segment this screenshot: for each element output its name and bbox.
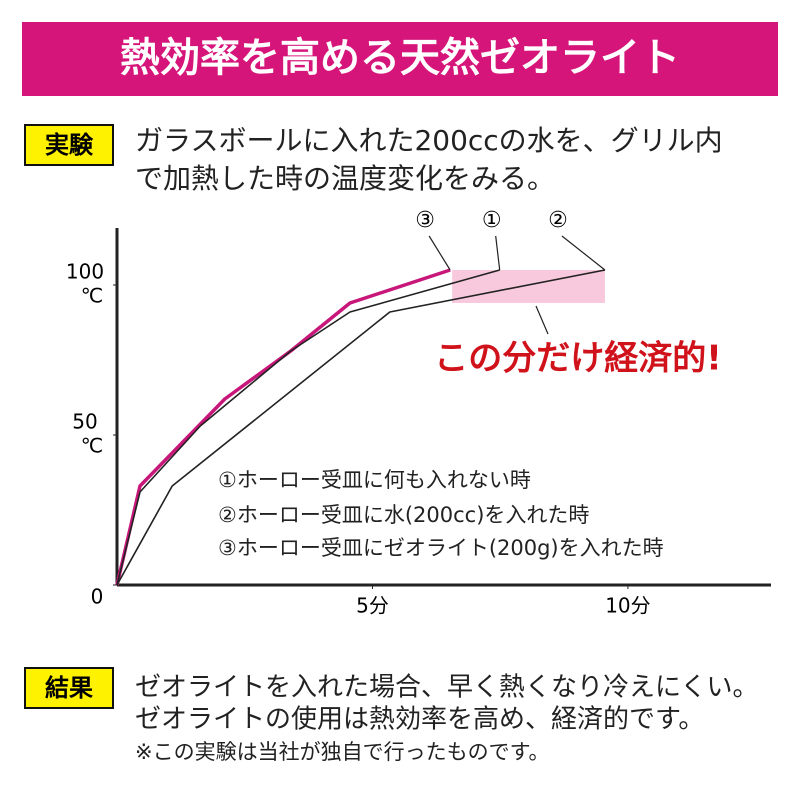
annotation-leader — [535, 305, 549, 335]
series-name: ③ — [415, 208, 435, 233]
series-line — [116, 269, 606, 586]
legend-entry: ②ホーロー受皿に水(200cc)を入れた時 — [218, 503, 589, 527]
header-title: 熱効率を高める天然ゼオライト — [120, 35, 680, 81]
series-line — [116, 269, 500, 586]
y-unit: ℃ — [81, 434, 103, 458]
series-leader — [561, 235, 606, 271]
y-tick-label: 100 — [66, 260, 104, 284]
y-tick-label: 50 — [72, 410, 97, 434]
legend-entry: ③ホーロー受皿にゼオライト(200g)を入れた時 — [218, 536, 664, 560]
y-unit: ℃ — [81, 284, 103, 308]
experiment-badge — [24, 124, 114, 166]
x-tick-label: 10分 — [605, 594, 650, 618]
legend-entry: ①ホーロー受皿に何も入れない時 — [218, 468, 531, 492]
x-tick-label: 5分 — [356, 594, 389, 618]
series-name: ② — [548, 208, 568, 233]
y-tick-label: 0 — [91, 585, 104, 609]
result-line: ゼオライトの使用は熱効率を高め、経済的です。 — [135, 705, 704, 735]
annotation: この分だけ経済的! — [434, 339, 722, 379]
result-label: 結果 — [45, 674, 93, 702]
series-line — [115, 268, 451, 586]
result-badge — [24, 667, 114, 709]
series-leader — [428, 235, 451, 271]
experiment-line: で加熱した時の温度変化をみる。 — [135, 162, 555, 195]
result-note: ※この実験は当社が独自で行ったものです。 — [135, 740, 550, 764]
series-leader — [495, 235, 501, 271]
header-bar — [22, 22, 778, 96]
experiment-line: ガラスボールに入れた200ccの水を、グリル内 — [135, 124, 723, 157]
experiment-label: 実験 — [45, 131, 94, 159]
result-line: ゼオライトを入れた場合、早く熱くなり冷えにくい。 — [135, 673, 758, 703]
series-name: ① — [482, 208, 502, 233]
